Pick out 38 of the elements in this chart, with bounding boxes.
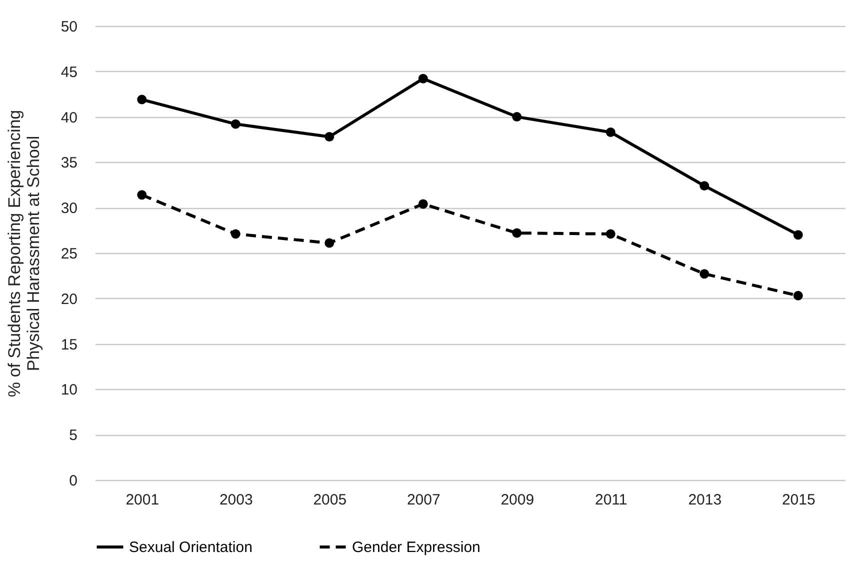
y-tick-label: 15: [60, 336, 78, 354]
x-tick-label: 2007: [406, 492, 440, 508]
y-tick-label: 20: [60, 290, 78, 308]
point: [230, 119, 240, 129]
point: [230, 229, 240, 239]
point: [324, 132, 334, 142]
point: [793, 290, 803, 300]
x-tick-label: 2003: [219, 492, 253, 508]
point: [512, 228, 522, 238]
y-tick-label: 35: [60, 154, 78, 172]
y-tick-label: 40: [60, 109, 78, 126]
y-tick-label: 0: [69, 472, 78, 490]
point: [324, 238, 334, 248]
x-tick-label: 2011: [594, 492, 628, 508]
x-tick-label: 2005: [313, 492, 347, 508]
legend-label: Sexual Orientation: [129, 539, 252, 556]
y-tick-label: 25: [60, 246, 78, 262]
point: [512, 112, 522, 122]
y-tick-label: 50: [60, 18, 78, 36]
legend-label: Gender Expression: [352, 539, 480, 556]
y-axis-title: % of Students Reporting Experiencing Physical Harassment at School: [4, 110, 43, 398]
point: [793, 230, 803, 240]
point: [137, 94, 147, 104]
point: [700, 269, 710, 279]
y-tick-label: 30: [60, 200, 78, 218]
point: [137, 190, 147, 200]
point: [700, 181, 710, 191]
y-tick-label: 10: [60, 382, 78, 399]
x-tick-label: 2015: [782, 492, 816, 508]
point: [418, 199, 428, 209]
y-tick-label: 45: [60, 64, 78, 81]
x-tick-label: 2009: [500, 492, 534, 508]
point: [606, 229, 616, 239]
y-tick-label: 5: [69, 427, 78, 444]
x-tick-label: 2001: [126, 492, 160, 508]
point: [418, 74, 428, 84]
point: [606, 128, 616, 137]
x-tick-label: 2013: [688, 492, 722, 508]
